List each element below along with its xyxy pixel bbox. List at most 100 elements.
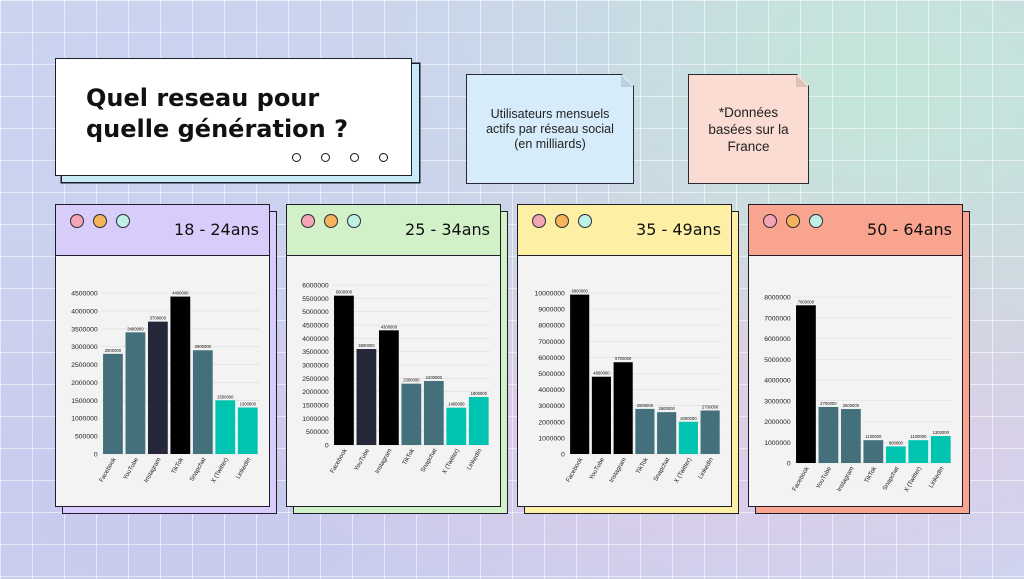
bar xyxy=(215,400,236,454)
x-tick-label: YouTube xyxy=(122,456,140,481)
bar-value-label: 4800000 xyxy=(593,371,610,376)
bar-chart: 0 500000 1000000 1500000 2000000 2500000 30000… xyxy=(71,291,259,485)
circle-icon xyxy=(763,214,777,228)
x-tick-label: YouTube xyxy=(353,447,371,472)
bar-value-label: 2300000 xyxy=(403,378,420,383)
bar-chart: 0 1000000 2000000 3000000 4000000 5000000 6000… xyxy=(535,289,721,485)
circle-icon xyxy=(70,214,84,228)
y-tick-label: 4000000 xyxy=(302,336,329,343)
bar-value-label: 1500000 xyxy=(217,394,234,399)
bar xyxy=(678,421,698,454)
bar-value-label: 2900000 xyxy=(195,344,212,349)
y-tick-label: 7000000 xyxy=(538,339,565,346)
bar xyxy=(657,412,677,454)
bar xyxy=(423,381,444,445)
y-tick-label: 2000000 xyxy=(764,419,791,426)
y-tick-label: 2500000 xyxy=(302,376,329,383)
x-tick-label: Snapchat xyxy=(881,465,900,491)
x-tick-label: Facebook xyxy=(791,465,811,493)
bar xyxy=(908,440,929,463)
y-tick-label: 500000 xyxy=(306,429,329,436)
y-tick-label: 5000000 xyxy=(538,371,565,378)
y-tick-label: 1500000 xyxy=(302,403,329,410)
y-tick-label: 4500000 xyxy=(71,291,98,298)
x-tick-label: Facebook xyxy=(329,447,349,475)
y-tick-label: 0 xyxy=(325,443,329,450)
x-tick-label: X (Twitter) xyxy=(673,457,693,485)
y-tick-label: 3500000 xyxy=(302,349,329,356)
y-tick-label: 2000000 xyxy=(302,389,329,396)
bar-value-label: 1300000 xyxy=(933,430,950,435)
bar-value-label: 1800000 xyxy=(471,391,488,396)
x-tick-label: Snapchat xyxy=(419,447,438,473)
bar xyxy=(930,436,951,463)
y-tick-label: 5000000 xyxy=(764,357,791,364)
bar xyxy=(840,409,861,463)
x-tick-label: X (Twitter) xyxy=(903,466,923,494)
bar xyxy=(570,294,590,454)
bar xyxy=(818,406,839,463)
panel-header: 25 - 34ans xyxy=(287,205,500,256)
y-tick-label: 0 xyxy=(787,461,791,468)
bar-value-label: 2700000 xyxy=(702,405,719,410)
age-group-label: 35 - 49ans xyxy=(636,220,721,239)
bar-value-label: 1300000 xyxy=(240,401,257,406)
panel-header: 35 - 49ans xyxy=(518,205,731,256)
age-group-label: 50 - 64ans xyxy=(867,220,952,239)
y-tick-label: 8000000 xyxy=(538,323,565,330)
x-tick-label: TikTok xyxy=(401,447,416,467)
circle-icon xyxy=(809,214,823,228)
x-tick-label: TikTok xyxy=(170,456,185,476)
bar xyxy=(356,349,377,445)
panel-header: 18 - 24ans xyxy=(56,205,269,256)
panel-header: 50 - 64ans xyxy=(749,205,962,256)
bar xyxy=(446,407,467,445)
x-tick-label: TikTok xyxy=(635,456,650,476)
y-tick-label: 2000000 xyxy=(71,380,98,387)
bar-value-label: 2800000 xyxy=(637,403,654,408)
y-tick-label: 6000000 xyxy=(764,336,791,343)
bar-value-label: 2700000 xyxy=(820,401,837,406)
x-tick-label: LinkedIn xyxy=(928,465,946,489)
bar-value-label: 5700000 xyxy=(615,356,632,361)
y-tick-label: 1000000 xyxy=(71,416,98,423)
y-tick-label: 3000000 xyxy=(764,398,791,405)
bar-chart: 0 1000000 2000000 3000000 4000000 5000000 6000… xyxy=(764,295,952,494)
bar xyxy=(192,350,213,454)
y-tick-label: 3500000 xyxy=(71,326,98,333)
bar-value-label: 7600000 xyxy=(798,299,815,304)
circle-icon xyxy=(532,214,546,228)
bar-value-label: 3600000 xyxy=(358,343,375,348)
x-tick-label: X (Twitter) xyxy=(210,457,230,485)
bar-value-label: 800000 xyxy=(889,440,904,445)
y-tick-label: 3000000 xyxy=(71,344,98,351)
y-tick-label: 500000 xyxy=(75,434,98,441)
page-fold-icon xyxy=(621,75,633,87)
x-tick-label: Snapchat xyxy=(188,456,207,482)
bar-value-label: 1400000 xyxy=(448,402,465,407)
bar-value-label: 2600000 xyxy=(658,406,675,411)
bar xyxy=(103,353,123,454)
bar-value-label: 2600000 xyxy=(843,403,860,408)
circle-icon xyxy=(379,153,388,162)
x-tick-label: YouTube xyxy=(815,465,833,490)
x-tick-label: LinkedIn xyxy=(466,447,484,471)
bar xyxy=(796,305,816,463)
bar-value-label: 4300000 xyxy=(381,324,398,329)
circle-icon xyxy=(116,214,130,228)
circle-icon xyxy=(578,214,592,228)
age-group-label: 25 - 34ans xyxy=(405,220,490,239)
page-fold-icon xyxy=(796,75,808,87)
bar xyxy=(378,330,399,445)
y-tick-label: 1000000 xyxy=(302,416,329,423)
bar xyxy=(125,332,146,454)
y-tick-label: 1500000 xyxy=(71,398,98,405)
bar-value-label: 3700000 xyxy=(150,316,167,321)
circle-icon xyxy=(93,214,107,228)
y-tick-label: 0 xyxy=(94,452,98,459)
chart-panel: 18 - 24ans 0 500000 1000000 1500000 2000000 25… xyxy=(55,204,270,507)
circle-icon xyxy=(301,214,315,228)
x-tick-label: Facebook xyxy=(565,456,585,484)
y-tick-label: 6000000 xyxy=(538,355,565,362)
x-tick-label: Instagram xyxy=(608,457,628,484)
